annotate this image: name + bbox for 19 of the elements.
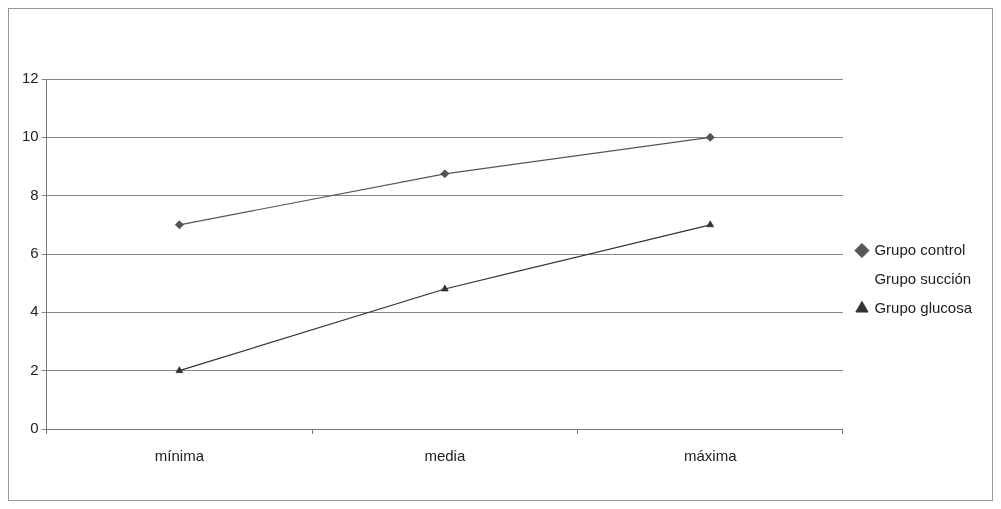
y-tick-label: 0 <box>30 419 39 437</box>
point <box>175 366 184 373</box>
point <box>706 220 714 228</box>
y-tick-label: 6 <box>30 244 39 262</box>
point <box>705 133 715 142</box>
point <box>440 169 450 179</box>
text: Grupo succión <box>874 269 972 287</box>
y-tick-label: 12 <box>22 69 39 87</box>
x-tick-label: media <box>424 447 466 465</box>
y-tick-label: 2 <box>30 360 39 378</box>
legend-label: Grupo glucosa <box>874 298 973 316</box>
legend-label: Grupo control <box>874 240 966 258</box>
y-tick-label: 8 <box>30 185 39 203</box>
x-tick-label: mínima <box>154 447 205 465</box>
y-tick-label: 4 <box>30 302 39 320</box>
point <box>175 220 184 230</box>
point <box>441 284 449 292</box>
x-tick-label: máxima <box>683 447 738 465</box>
y-tick-label: 10 <box>22 127 39 145</box>
